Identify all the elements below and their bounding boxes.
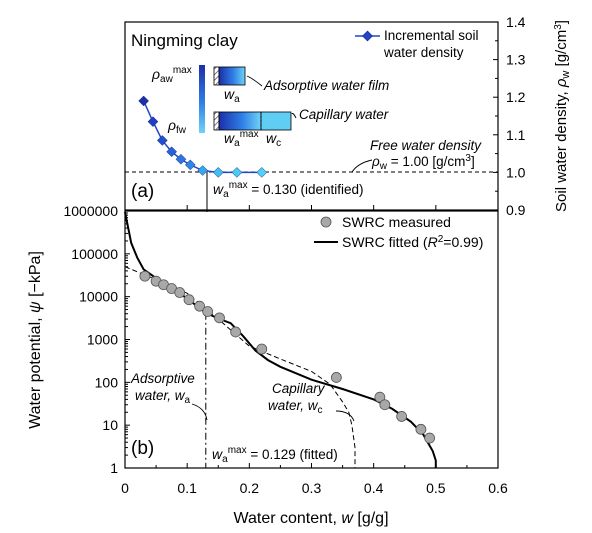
density-point bbox=[175, 153, 187, 165]
x-tick-label: 0 bbox=[121, 480, 129, 496]
measured-point bbox=[379, 399, 391, 411]
x-tick-label: 0.2 bbox=[240, 480, 260, 496]
panel-a-legend: Incremental soil water density bbox=[355, 28, 479, 60]
panel-b-ylabel: Water potential, ψ [−kPa] bbox=[27, 251, 44, 429]
inset-wamax-label: wamax bbox=[224, 129, 259, 149]
inset-film-wall bbox=[213, 66, 220, 86]
wamax-fitted-label: wamax = 0.129 (fitted) bbox=[212, 445, 338, 465]
free-water-density-value: ρw = 1.00 [g/cm3] bbox=[371, 153, 475, 172]
density-point bbox=[212, 167, 224, 178]
panel-a-label: (a) bbox=[131, 181, 154, 202]
panel-b-xlabel: Water content, w [g/g] bbox=[233, 510, 388, 527]
density-point bbox=[147, 116, 159, 127]
panel-a-title: Ningming clay bbox=[131, 31, 238, 50]
right-y-tick-label: 1.0 bbox=[506, 164, 526, 180]
inset-wa-label: wa bbox=[224, 86, 240, 105]
inset-rho-aw-label: ρawmax bbox=[151, 65, 192, 85]
inset-film-block bbox=[218, 66, 246, 86]
measured-point bbox=[330, 372, 342, 383]
inset-cap-wall bbox=[213, 111, 220, 131]
legend-label-fitted: SWRC fitted (R2=0.99) bbox=[342, 234, 483, 250]
free-water-density-label: Free water density bbox=[370, 138, 482, 153]
wamax-identified-label: wamax = 0.130 (identified) bbox=[213, 180, 364, 200]
panel-b-series bbox=[124, 211, 437, 468]
measured-point bbox=[214, 312, 225, 324]
density-line bbox=[142, 100, 262, 174]
measured-point bbox=[374, 391, 386, 403]
right-y-tick-label: 1.3 bbox=[506, 52, 526, 68]
density-point bbox=[166, 146, 177, 158]
measured-point bbox=[139, 270, 151, 282]
y-tick-label: 100000 bbox=[71, 246, 118, 262]
y-tick-label: 1000000 bbox=[63, 203, 118, 219]
legend-label-density: Incremental soil water density bbox=[383, 28, 479, 60]
density-point bbox=[138, 95, 150, 107]
x-tick-label: 0.1 bbox=[177, 480, 197, 496]
y-tick-label: 1000 bbox=[87, 332, 118, 348]
inset-wc-label: wc bbox=[266, 130, 281, 149]
right-y-axis: 0.9 1.0 1.1 1.2 1.3 1.4 bbox=[493, 14, 526, 218]
panel-b-axes: 0 0.1 0.2 0.3 0.4 0.5 0.6 1 10 100 1000 10000 100000… bbox=[63, 203, 507, 496]
free-water-density-leader bbox=[351, 159, 373, 173]
measured-point bbox=[194, 300, 206, 312]
right-y-tick-label: 1.1 bbox=[506, 127, 526, 143]
inset-cap-water bbox=[260, 111, 292, 131]
inset-rho-fw-label: ρfw bbox=[167, 117, 187, 136]
x-tick-label: 0.5 bbox=[426, 480, 446, 496]
x-tick-label: 0.6 bbox=[488, 480, 508, 496]
right-y-tick-label: 1.2 bbox=[506, 89, 526, 105]
measured-point bbox=[202, 306, 214, 317]
panel-a-ylabel: Soil water density, ρw [g/cm3] bbox=[553, 20, 572, 212]
panel-a: Ningming clay (a) Incremental soil water … bbox=[124, 14, 572, 218]
measured-point bbox=[415, 423, 427, 435]
panel-b-label: (b) bbox=[131, 438, 154, 459]
density-point bbox=[156, 135, 168, 146]
capillary-annotation-line1: Capillary bbox=[272, 381, 326, 396]
capillary-annotation-line2: water, wc bbox=[268, 398, 323, 416]
measured-point bbox=[174, 287, 186, 298]
measured-point bbox=[424, 432, 436, 444]
panel-b: (b) 0 0.1 0.2 0.3 0.4 0.5 0.6 1 10 100 1000 10000 10… bbox=[27, 203, 508, 527]
legend-label-measured: SWRC measured bbox=[342, 214, 451, 230]
right-y-tick-label: 0.9 bbox=[506, 202, 526, 218]
right-y-tick-label: 1.4 bbox=[506, 14, 526, 30]
x-tick-label: 0.3 bbox=[302, 480, 322, 496]
inset-density-bar bbox=[199, 65, 205, 133]
inset-schematic: ρawmax ρfw wa Adsorptive water film wama… bbox=[151, 65, 389, 149]
panel-b-frame bbox=[124, 210, 499, 469]
inset-cap-leader bbox=[291, 113, 297, 119]
panel-b-legend: SWRC measured SWRC fitted (R2=0.99) bbox=[314, 214, 483, 250]
capillary-annotation-leader bbox=[335, 410, 355, 422]
density-point bbox=[231, 167, 243, 178]
y-tick-label: 1 bbox=[110, 460, 118, 476]
adsorptive-annotation-line1: Adsorptive bbox=[130, 371, 195, 386]
density-series bbox=[138, 95, 268, 178]
measured-point bbox=[256, 343, 268, 355]
adsorptive-annotation-leader bbox=[191, 403, 208, 421]
measured-point bbox=[183, 294, 195, 306]
density-point bbox=[184, 159, 196, 171]
fitted-curve bbox=[124, 211, 437, 468]
adsorptive-annotation-line2: water, wa bbox=[135, 388, 191, 406]
x-tick-label: 0.4 bbox=[364, 480, 384, 496]
measured-point bbox=[230, 326, 242, 338]
y-tick-label: 10000 bbox=[79, 289, 118, 305]
measured-point bbox=[396, 411, 408, 422]
density-point bbox=[256, 167, 268, 178]
legend-marker-measured bbox=[320, 216, 332, 228]
inset-film-leader bbox=[246, 75, 263, 87]
density-point bbox=[197, 165, 209, 176]
legend-marker-density bbox=[362, 30, 373, 42]
inset-cap-film bbox=[218, 111, 262, 131]
y-tick-label: 10 bbox=[102, 417, 118, 433]
inset-film-label: Adsorptive water film bbox=[263, 78, 389, 93]
capillary-curve bbox=[124, 266, 356, 468]
inset-capillary-label: Capillary water bbox=[299, 107, 389, 122]
y-tick-label: 100 bbox=[95, 374, 119, 390]
